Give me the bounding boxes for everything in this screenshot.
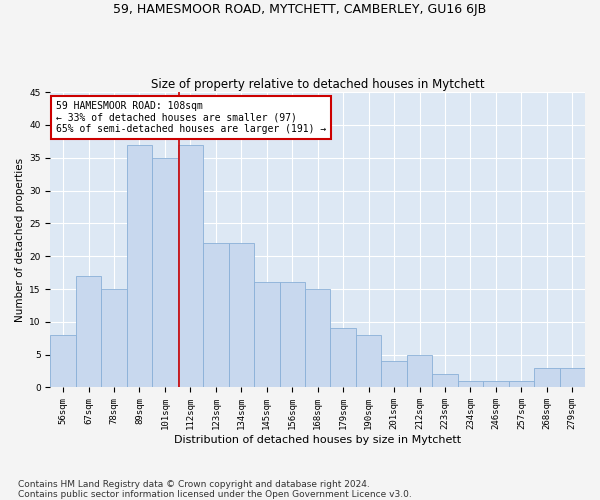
Bar [560,368,585,388]
Bar [127,144,152,388]
Title: Size of property relative to detached houses in Mytchett: Size of property relative to detached ho… [151,78,485,91]
Bar [407,354,432,388]
Bar [331,328,356,388]
Bar [178,144,203,388]
Bar [458,381,483,388]
Bar [356,335,382,388]
Text: Contains HM Land Registry data © Crown copyright and database right 2024.
Contai: Contains HM Land Registry data © Crown c… [18,480,412,499]
Text: 59 HAMESMOOR ROAD: 108sqm
← 33% of detached houses are smaller (97)
65% of semi-: 59 HAMESMOOR ROAD: 108sqm ← 33% of detac… [56,101,326,134]
Bar [432,374,458,388]
Text: 59, HAMESMOOR ROAD, MYTCHETT, CAMBERLEY, GU16 6JB: 59, HAMESMOOR ROAD, MYTCHETT, CAMBERLEY,… [113,2,487,16]
Bar [101,289,127,388]
Y-axis label: Number of detached properties: Number of detached properties [15,158,25,322]
Bar [305,289,331,388]
Bar [152,158,178,388]
Bar [76,276,101,388]
Bar [534,368,560,388]
Bar [254,282,280,388]
Bar [229,243,254,388]
Bar [50,335,76,388]
Bar [483,381,509,388]
Bar [382,361,407,388]
Bar [509,381,534,388]
Bar [280,282,305,388]
Bar [203,243,229,388]
X-axis label: Distribution of detached houses by size in Mytchett: Distribution of detached houses by size … [174,435,461,445]
